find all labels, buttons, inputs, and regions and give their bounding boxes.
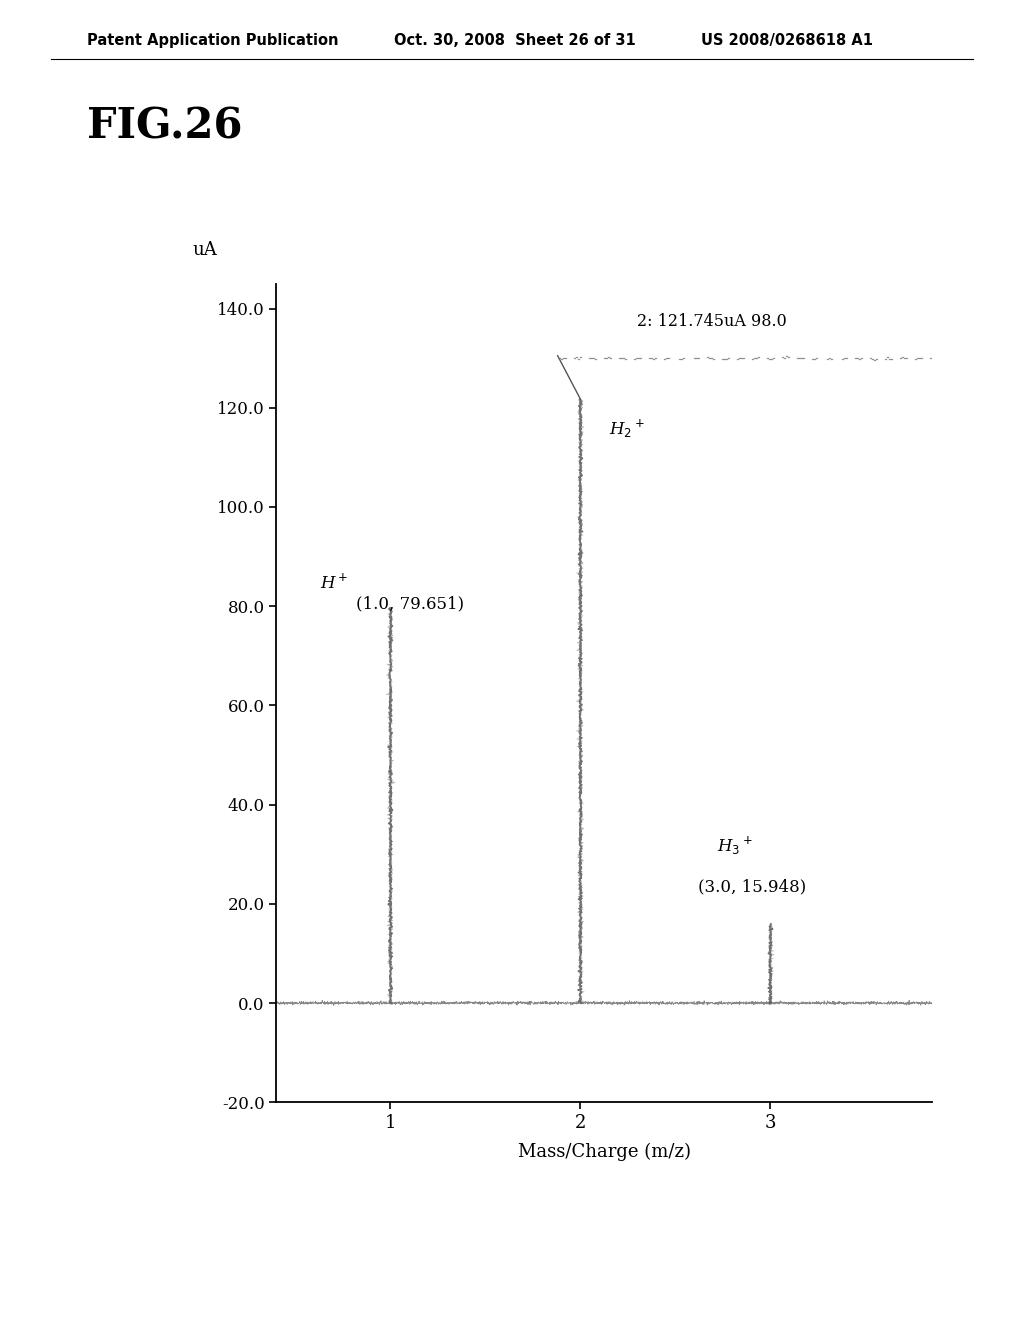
Text: 2: 121.745uA 98.0: 2: 121.745uA 98.0 bbox=[637, 313, 787, 330]
Text: Oct. 30, 2008  Sheet 26 of 31: Oct. 30, 2008 Sheet 26 of 31 bbox=[394, 33, 636, 48]
X-axis label: Mass/Charge (m/z): Mass/Charge (m/z) bbox=[518, 1143, 690, 1162]
Text: (3.0, 15.948): (3.0, 15.948) bbox=[698, 878, 807, 895]
Text: Patent Application Publication: Patent Application Publication bbox=[87, 33, 339, 48]
Y-axis label: uA: uA bbox=[193, 242, 217, 259]
Text: US 2008/0268618 A1: US 2008/0268618 A1 bbox=[701, 33, 873, 48]
Text: H$^+$: H$^+$ bbox=[321, 573, 348, 593]
Text: (1.0, 79.651): (1.0, 79.651) bbox=[356, 595, 465, 612]
Text: FIG.26: FIG.26 bbox=[87, 106, 243, 148]
Text: H$_2$$^+$: H$_2$$^+$ bbox=[609, 418, 645, 441]
Text: H$_3$$^+$: H$_3$$^+$ bbox=[717, 834, 753, 857]
